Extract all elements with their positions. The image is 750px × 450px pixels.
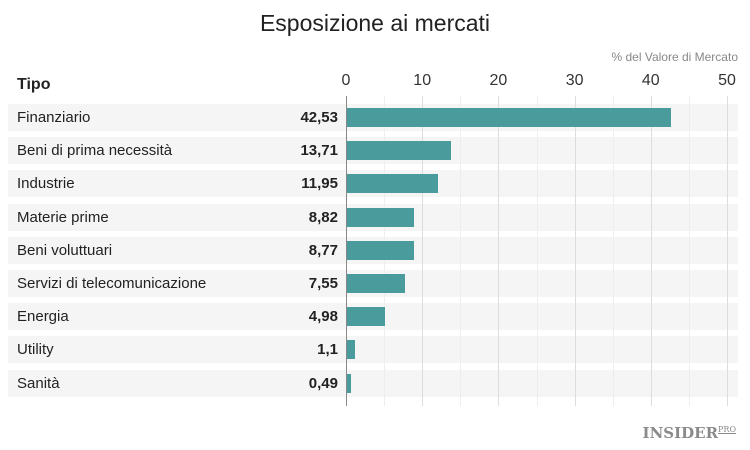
value-label: 0,49 — [308, 374, 338, 392]
bar — [347, 240, 414, 260]
category-label: Energia — [17, 308, 69, 326]
category-label: Finanziario — [17, 109, 91, 126]
row-background — [8, 336, 738, 364]
category-label: Utility — [17, 341, 54, 359]
category-label: Materie prime — [17, 208, 109, 226]
gridline — [574, 96, 576, 406]
bar — [347, 274, 405, 293]
gridline — [422, 96, 424, 406]
row-background — [8, 369, 738, 397]
tick-label: 40 — [641, 72, 660, 89]
gridline — [612, 96, 614, 406]
gridline — [498, 96, 500, 406]
gridline — [536, 96, 538, 406]
chart-title: Esposizione ai mercati — [259, 10, 491, 36]
value-label: 7,55 — [308, 275, 338, 292]
value-label: 11,95 — [301, 175, 338, 193]
bar — [347, 141, 452, 161]
gridline — [460, 96, 462, 406]
insider-pro-logo: INSIDERPRO — [642, 424, 736, 442]
value-label: 4,98 — [308, 308, 338, 326]
category-label: Sanità — [17, 374, 60, 392]
zero-axis — [346, 96, 347, 406]
unit-label: % del Valore di Mercato — [611, 50, 738, 64]
tick-label: 50 — [718, 72, 736, 89]
category-label: Servizi di telecomunicazione — [17, 275, 207, 292]
tick-label: 10 — [413, 72, 432, 89]
gridline — [650, 96, 652, 406]
category-label: Beni voluttuari — [17, 241, 113, 259]
value-label: 13,71 — [300, 142, 338, 160]
gridline — [688, 96, 690, 406]
tick-label: 20 — [489, 72, 508, 89]
bar — [347, 174, 439, 194]
value-label: 1,1 — [317, 341, 338, 359]
bar — [347, 373, 351, 393]
category-header: Tipo — [17, 76, 51, 93]
value-label: 42,53 — [300, 109, 338, 126]
bar — [347, 340, 356, 360]
bar — [347, 108, 672, 127]
value-label: 8,77 — [308, 241, 338, 259]
category-label: Industrie — [17, 175, 75, 193]
tick-label: 30 — [565, 72, 584, 89]
value-label: 8,82 — [308, 208, 338, 226]
bar — [347, 207, 415, 227]
bar — [347, 307, 385, 327]
tick-label: 0 — [341, 72, 351, 89]
gridline — [727, 96, 728, 406]
category-label: Beni di prima necessità — [17, 142, 173, 160]
